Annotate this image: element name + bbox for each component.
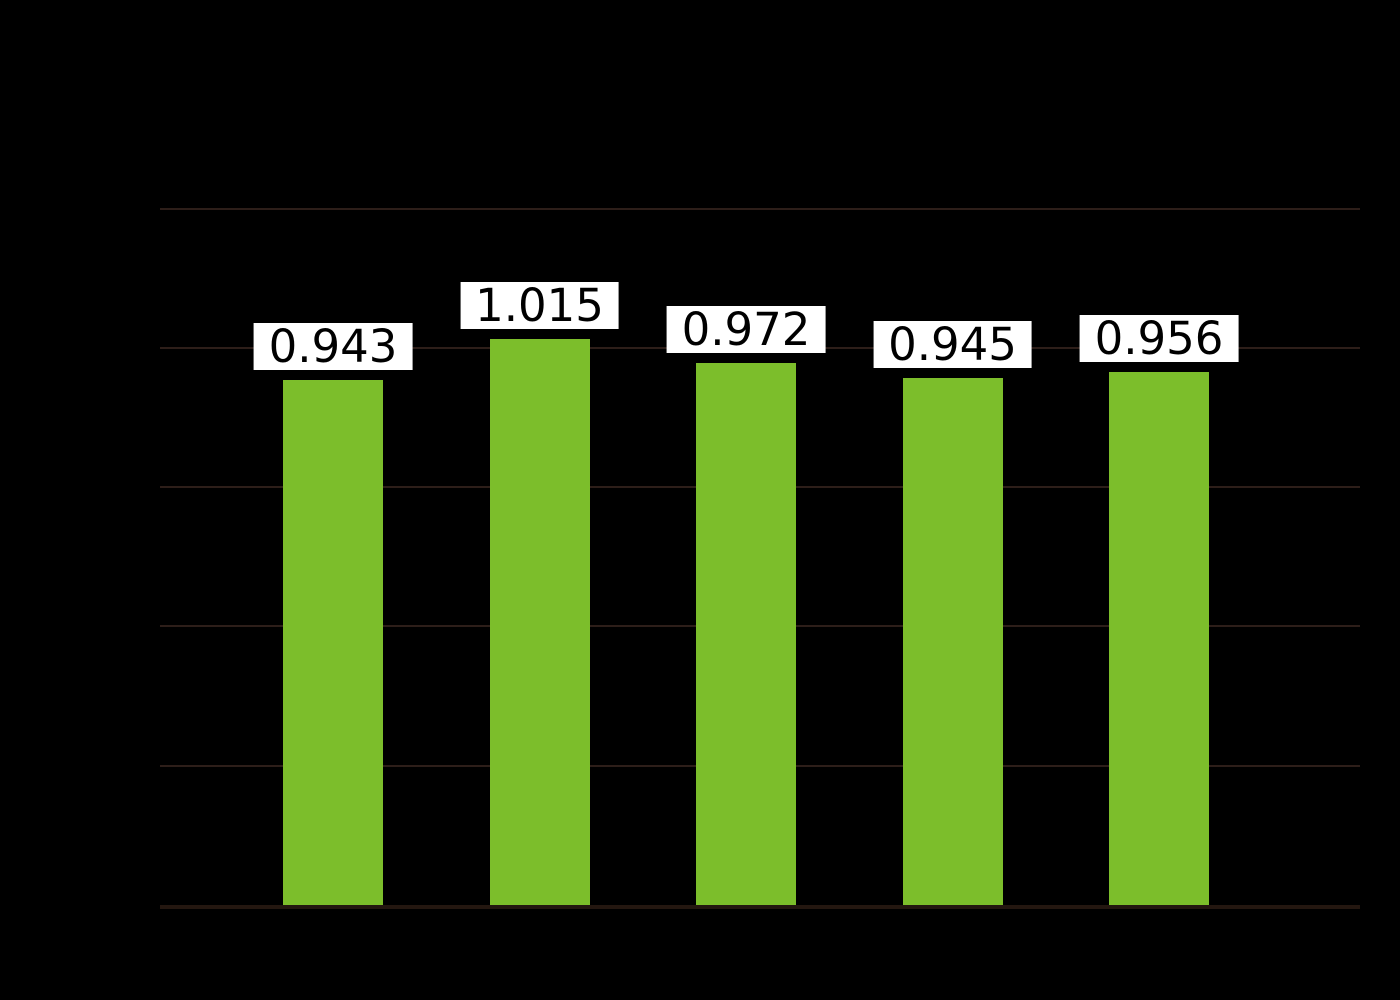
bar-value-label: 0.943 bbox=[253, 322, 413, 370]
bar bbox=[696, 363, 796, 905]
bar bbox=[902, 378, 1003, 905]
bar bbox=[489, 339, 590, 905]
bar-value-label: 0.956 bbox=[1079, 315, 1239, 363]
bar-value-label: 0.945 bbox=[873, 321, 1032, 369]
bar-value-label: 1.015 bbox=[460, 282, 619, 330]
bar bbox=[1109, 372, 1209, 905]
gridline bbox=[160, 207, 1360, 210]
x-axis-line bbox=[160, 905, 1360, 909]
bar bbox=[283, 379, 383, 905]
bar-value-label: 0.972 bbox=[666, 306, 826, 354]
